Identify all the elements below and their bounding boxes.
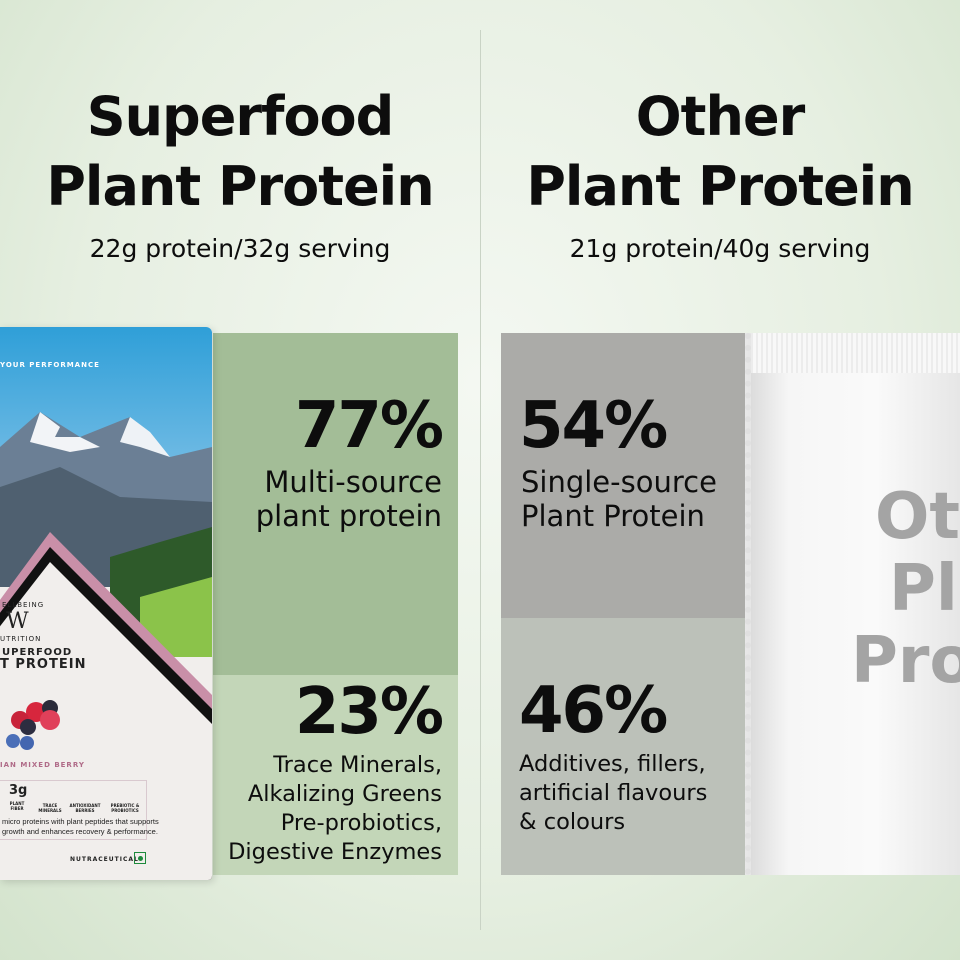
pack-brand-bottom: UTRITION	[0, 635, 42, 643]
pack-brand-top: ELLBEING	[2, 601, 45, 609]
right-top-label-line1: Single-source	[521, 465, 717, 499]
right-bottom-percent: 46%	[519, 674, 668, 748]
left-bottom-line: Digestive Enzymes	[228, 839, 442, 865]
right-bottom-line: artificial flavours	[519, 780, 708, 806]
right-bottom-line: Additives, fillers,	[519, 751, 706, 777]
right-bottom-label: Additives, fillers, artificial flavours …	[519, 750, 707, 837]
left-top-label: Multi-source plant protein	[256, 465, 442, 533]
pouch-text: Ot Pla Pro	[851, 481, 960, 697]
right-title-line1: Other	[635, 85, 805, 148]
pack-fiber-label: PLANT FIBER	[9, 801, 25, 811]
pack-badge-box: 3g PLANT FIBER TRACE MINERALS ANTIOXIDAN…	[0, 780, 147, 840]
pack-badge: PREBIOTIC & PROBIOTICS	[110, 803, 140, 813]
left-bottom-panel: 23% Trace Minerals, Alkalizing Greens Pr…	[213, 675, 458, 875]
left-bottom-line: Alkalizing Greens	[247, 781, 442, 807]
superfood-pack-image: YOUR PERFORMANCE ELLBEING W UTRITION UPE…	[0, 327, 212, 880]
right-top-panel: 54% Single-source Plant Protein	[501, 333, 760, 618]
left-top-percent: 77%	[294, 389, 444, 463]
pack-fiber-value: 3g	[9, 783, 28, 798]
right-top-label: Single-source Plant Protein	[521, 465, 717, 533]
pack-line1: UPERFOOD	[2, 647, 73, 658]
pack-logo: W	[6, 609, 29, 634]
left-title: Superfood Plant Protein	[0, 82, 480, 222]
left-title-line1: Superfood	[86, 85, 395, 148]
left-bottom-label: Trace Minerals, Alkalizing Greens Pre-pr…	[228, 751, 442, 867]
pack-flavour: IAN MIXED BERRY	[0, 761, 85, 769]
left-top-label-line1: Multi-source	[264, 465, 442, 499]
veg-mark-icon	[134, 852, 146, 864]
pouch-text-line: Pla	[889, 552, 960, 626]
pack-badge: TRACE MINERALS	[38, 803, 62, 813]
right-bottom-line: & colours	[519, 809, 626, 835]
left-top-label-line2: plant protein	[255, 499, 442, 533]
pack-desc-1: micro proteins with plant peptides that …	[2, 817, 159, 826]
right-title: Other Plant Protein	[480, 82, 960, 222]
pack-badge: ANTIOXIDANT BERRIES	[69, 803, 101, 813]
pack-line2: T PROTEIN	[0, 657, 87, 672]
right-top-percent: 54%	[519, 389, 668, 463]
mountain-illustration	[0, 327, 212, 880]
right-title-line2: Plant Protein	[526, 155, 914, 218]
left-bottom-line: Trace Minerals,	[273, 752, 442, 778]
right-top-label-line2: Plant Protein	[521, 499, 705, 533]
pack-tagline: YOUR PERFORMANCE	[0, 361, 100, 369]
pouch-text-line: Pro	[851, 624, 960, 698]
right-serving: 21g protein/40g serving	[569, 234, 871, 263]
pouch-text-line: Ot	[875, 480, 960, 554]
pack-desc-2: growth and enhances recovery & performan…	[2, 827, 158, 836]
left-bottom-line: Pre-probiotics,	[280, 810, 442, 836]
left-bottom-percent: 23%	[294, 675, 444, 749]
left-serving: 22g protein/32g serving	[89, 234, 391, 263]
pack-category: NUTRACEUTICAL	[70, 856, 139, 863]
divider	[480, 30, 481, 930]
right-bottom-panel: 46% Additives, fillers, artificial flavo…	[501, 618, 760, 875]
left-top-panel: 77% Multi-source plant protein	[213, 333, 458, 675]
left-title-line2: Plant Protein	[46, 155, 434, 218]
other-pouch-image: Ot Pla Pro	[745, 333, 960, 875]
